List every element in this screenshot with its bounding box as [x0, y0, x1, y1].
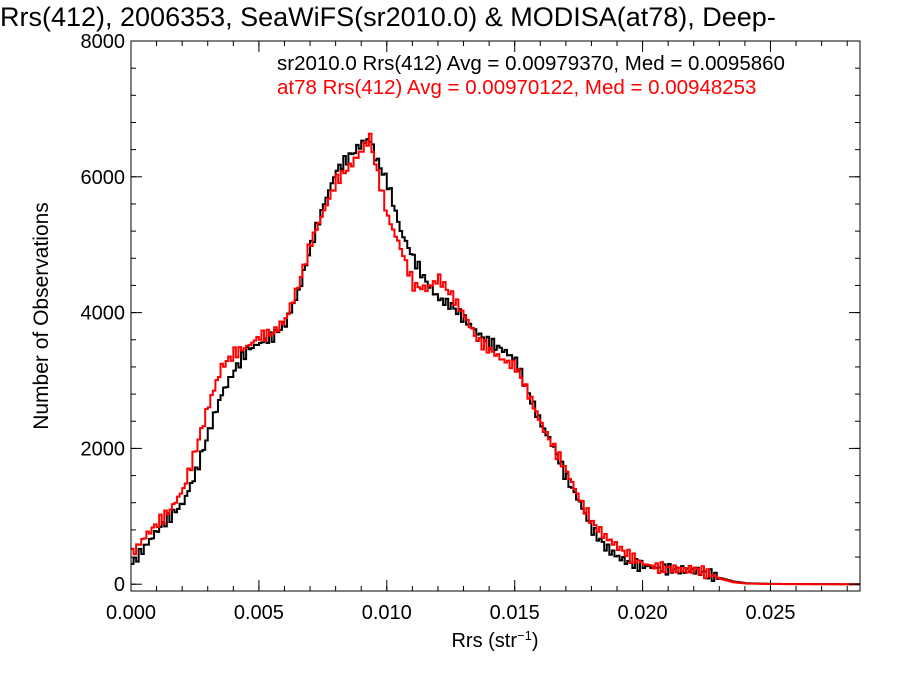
plot-frame [130, 40, 861, 592]
x-axis-label: Rrs (str−1) [451, 628, 538, 653]
x-tick-label: 0.005 [234, 602, 284, 624]
y-tick-label: 6000 [81, 167, 126, 189]
y-axis-label: Number of Observations [30, 202, 53, 430]
x-tick-label: 0.015 [490, 602, 540, 624]
annotation-sr2010: sr2010.0 Rrs(412) Avg = 0.00979370, Med … [277, 52, 785, 75]
y-tick-label: 2000 [81, 438, 126, 460]
axes [130, 40, 861, 592]
series-at78-line [131, 132, 860, 586]
chart-title: Rrs(412), 2006353, SeaWiFS(sr2010.0) & M… [0, 2, 776, 32]
tick-labels: 0.000 0.005 0.010 0.015 0.020 0.025 0 2000 4000 6… [81, 31, 796, 624]
x-tick-label: 0.000 [106, 602, 156, 624]
x-tick-label: 0.010 [362, 602, 412, 624]
x-tick-label: 0.020 [618, 602, 668, 624]
annotation-at78: at78 Rrs(412) Avg = 0.00970122, Med = 0.… [277, 76, 757, 99]
series-layer [131, 132, 860, 586]
x-tick-label: 0.025 [745, 602, 795, 624]
y-tick-label: 0 [114, 574, 125, 596]
series-sr2010-line [131, 138, 860, 586]
y-tick-label: 4000 [81, 303, 126, 325]
y-tick-label: 8000 [81, 31, 126, 53]
